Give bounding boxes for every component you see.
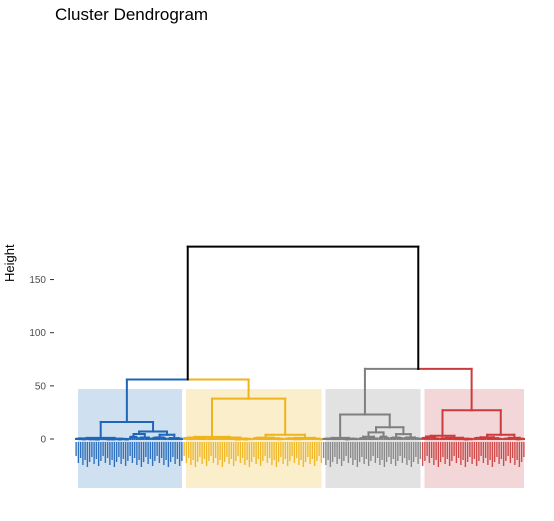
y-tick-label-50: 50 (35, 381, 47, 392)
chart-title: Cluster Dendrogram (55, 5, 209, 24)
y-tick-label-0: 0 (40, 435, 46, 446)
y-tick-label-100: 100 (29, 328, 46, 339)
y-tick-label-150: 150 (29, 275, 46, 286)
